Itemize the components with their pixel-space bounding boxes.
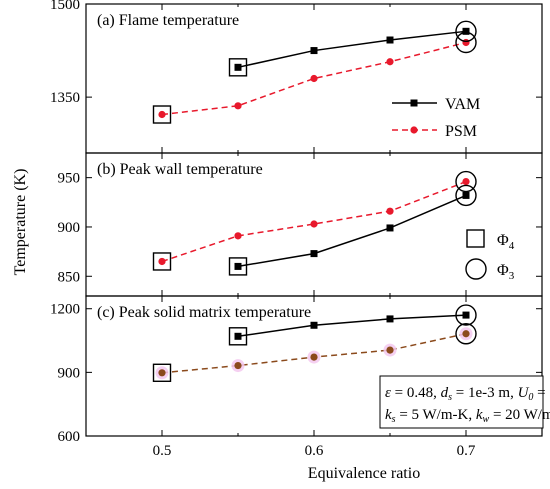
- series-vam-line: [237, 194, 467, 268]
- marker-legend: Φ4 Φ3: [465, 229, 515, 282]
- y-tick-label: 1500: [50, 0, 80, 13]
- phi3-circle: [455, 31, 477, 54]
- psm-point: [234, 232, 242, 240]
- y-tick-label: 1350: [50, 90, 80, 106]
- y-tick-label: 850: [58, 269, 81, 285]
- psm-point: [462, 38, 470, 47]
- vam-point: [462, 191, 470, 199]
- legend-vam-label: VAM: [445, 96, 480, 113]
- psm-point: [234, 102, 242, 110]
- panel-title: (c) Peak solid matrix temperature: [97, 304, 311, 321]
- psm-point: [234, 361, 242, 370]
- vam-point: [462, 27, 470, 35]
- psm-point: [158, 110, 166, 119]
- y-tick-label: 900: [58, 220, 81, 236]
- y-axis-label: Temperature (K): [12, 169, 29, 276]
- panel-title: (b) Peak wall temperature: [97, 161, 263, 178]
- panels: 1350 1500 (a) Flame temperature 850 900 950 (b…: [50, 0, 543, 459]
- phi3-circle: [455, 323, 477, 345]
- phi3-circle: [455, 184, 477, 207]
- y-tick-label: 1200: [50, 302, 80, 318]
- legend-circle-label: Φ3: [497, 262, 515, 282]
- series-legend: VAM PSM: [392, 96, 480, 140]
- annotation-box: [379, 375, 544, 429]
- vam-point: [386, 315, 394, 323]
- y-tick-label: 950: [58, 171, 81, 187]
- psm-point: [462, 330, 470, 338]
- phi4-square: [228, 257, 248, 276]
- psm-point: [310, 220, 318, 228]
- x-tick-label: 0.6: [305, 443, 324, 459]
- psm-point: [462, 178, 470, 186]
- phi3-circle: [455, 20, 477, 43]
- legend-square-icon: [466, 229, 485, 248]
- legend-psm-label: PSM: [445, 123, 477, 140]
- vam-point: [234, 63, 242, 71]
- series-psm-line: [161, 41, 467, 116]
- parameter-annotation: ε = 0.48, ds = 1e-3 m, U0 = 2 m/s ks = 5…: [379, 375, 550, 429]
- phi4-square: [152, 363, 172, 382]
- vam-point: [462, 311, 470, 319]
- panel-2: 600 900 1200 (c) Peak solid matrix temperat…: [50, 295, 543, 459]
- y-tick-label: 900: [58, 365, 81, 381]
- vam-point: [386, 224, 394, 232]
- panel-title: (a) Flame temperature: [97, 12, 239, 29]
- phi3-circle: [455, 170, 477, 193]
- phi4-square: [152, 252, 172, 271]
- annotation-line-1: ε = 0.48, ds = 1e-3 m, U0 = 2 m/s: [385, 385, 550, 403]
- x-tick-label: 0.5: [153, 443, 172, 459]
- psm-point: [386, 207, 394, 215]
- legend-square-label: Φ4: [497, 232, 515, 252]
- vam-point: [234, 262, 242, 270]
- legend-circle-icon: [465, 258, 487, 280]
- series-vam-line: [237, 30, 467, 69]
- vam-point: [234, 332, 242, 340]
- legend-vam-marker: [410, 99, 418, 107]
- series-vam-line: [237, 314, 467, 338]
- psm-point: [158, 369, 166, 377]
- phi4-square: [152, 105, 172, 124]
- y-tick-label: 600: [58, 429, 81, 445]
- x-axis-label: Equivalence ratio: [308, 465, 420, 482]
- psm-point: [158, 257, 166, 266]
- phi4-square: [228, 58, 248, 77]
- x-tick-label: 0.7: [457, 443, 476, 459]
- psm-point: [310, 74, 318, 83]
- legend-psm-marker: [410, 126, 418, 134]
- series-psm-line: [161, 180, 467, 263]
- phi4-square: [228, 327, 248, 346]
- vam-point: [310, 250, 318, 258]
- vam-point: [386, 36, 394, 44]
- psm-point: [386, 346, 394, 354]
- phi3-circle: [455, 304, 477, 326]
- psm-point: [310, 353, 318, 361]
- panel-1: 850 900 950 (b) Peak wall temperature: [58, 152, 543, 297]
- annotation-line-2: ks = 5 W/m-K, kw = 20 W/m-K: [385, 407, 550, 425]
- vam-point: [310, 321, 318, 329]
- vam-point: [310, 47, 318, 55]
- psm-point: [386, 58, 394, 66]
